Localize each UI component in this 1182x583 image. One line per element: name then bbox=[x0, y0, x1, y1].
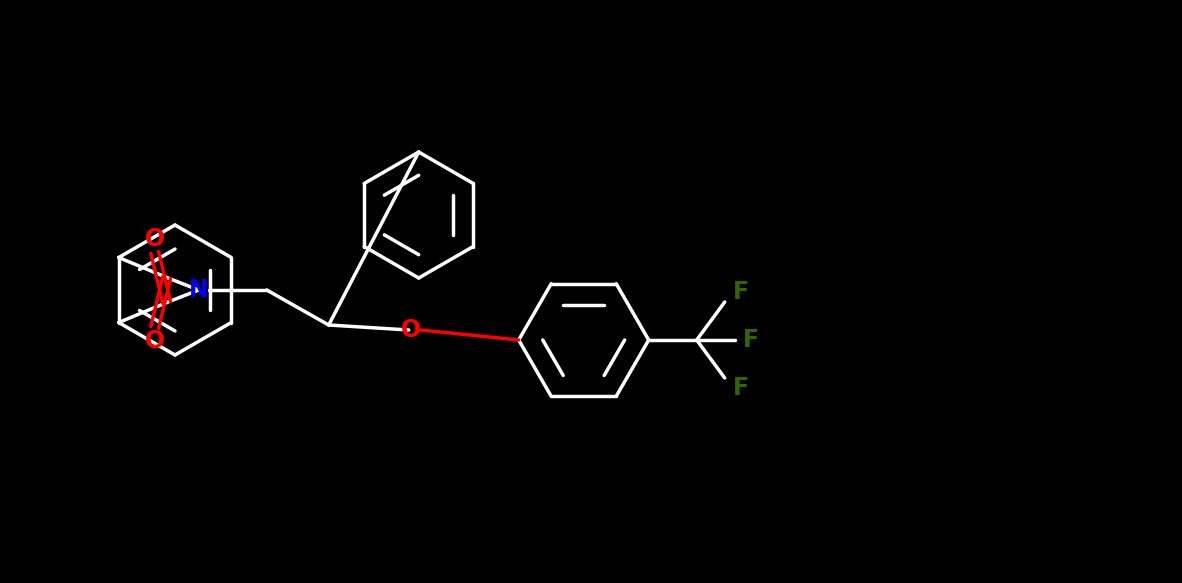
Text: O: O bbox=[144, 329, 164, 353]
Text: F: F bbox=[733, 376, 748, 400]
Text: F: F bbox=[733, 280, 748, 304]
Text: N: N bbox=[189, 278, 208, 302]
Text: F: F bbox=[742, 328, 759, 352]
Text: O: O bbox=[144, 227, 164, 251]
Text: O: O bbox=[401, 318, 421, 342]
